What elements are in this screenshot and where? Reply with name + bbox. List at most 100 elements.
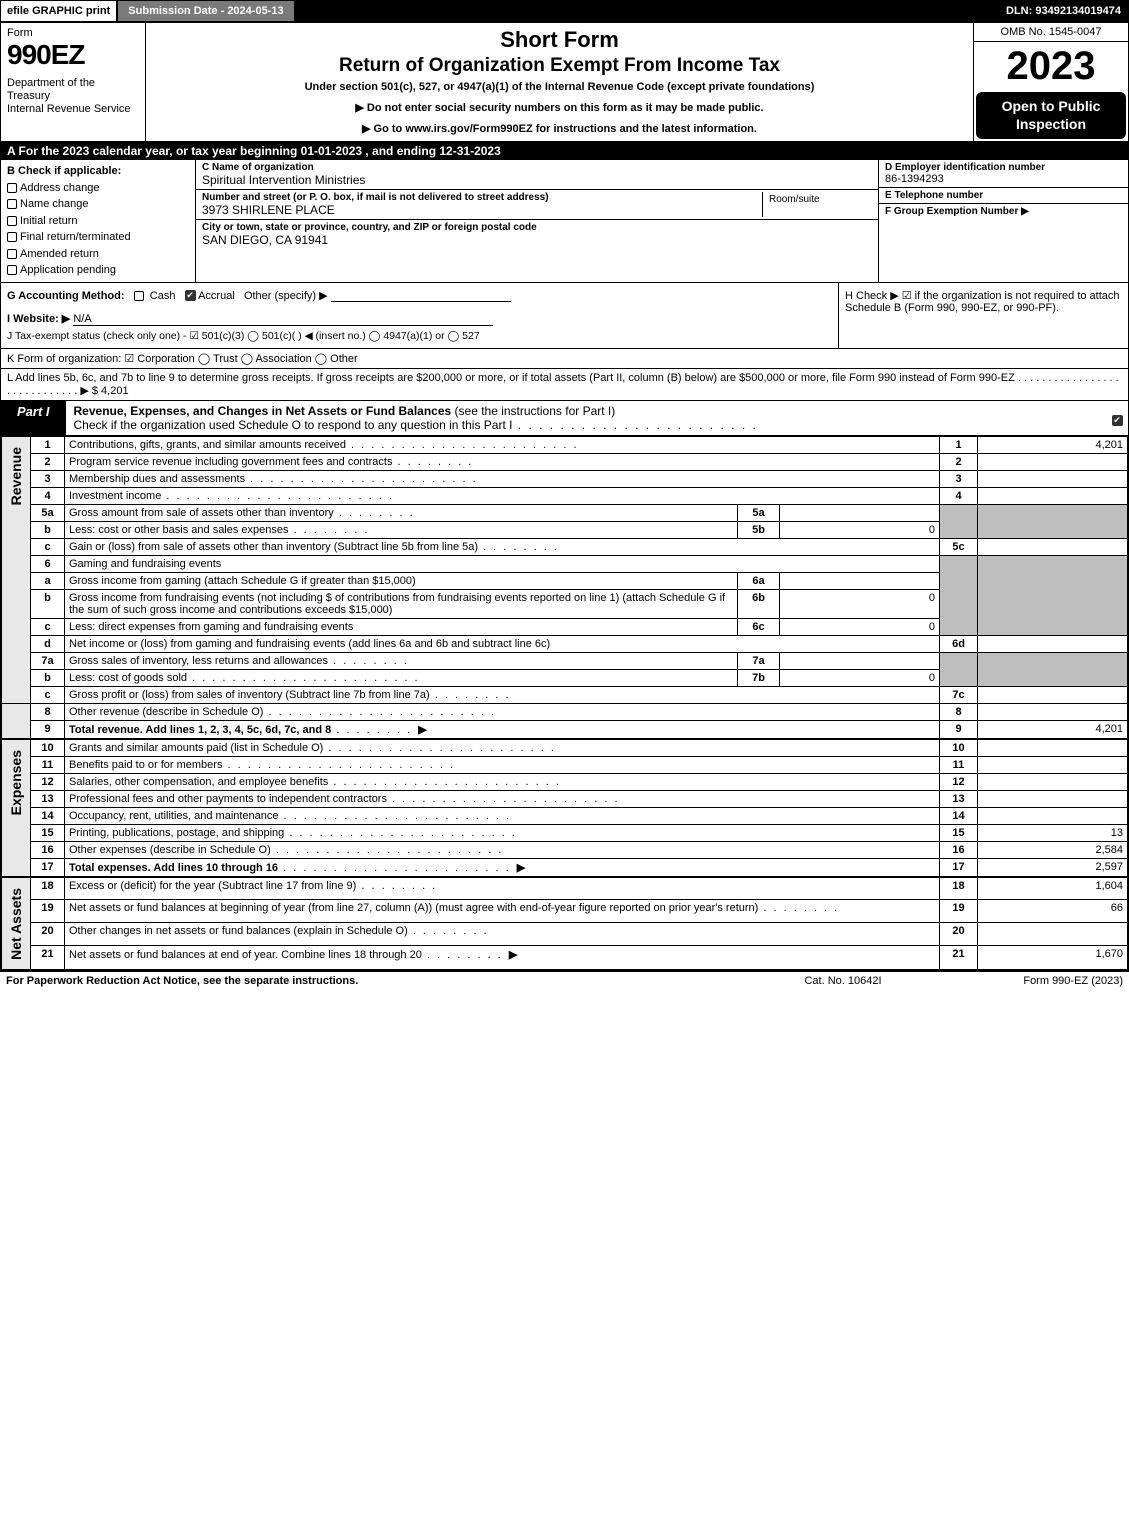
part-1-subline: Check if the organization used Schedule … [74,418,513,432]
line-15-num: 15 [31,824,65,841]
line-9-desc: Total revenue. Add lines 1, 2, 3, 4, 5c,… [69,724,331,736]
line-21-desc: Net assets or fund balances at end of ye… [69,949,422,961]
ein-label: D Employer identification number [885,162,1122,173]
accounting-method: G Accounting Method: Cash ✔ Accrual Othe… [7,289,832,302]
row-l: L Add lines 5b, 6c, and 7b to line 9 to … [1,369,1128,401]
line-17-num: 17 [31,858,65,876]
line-17-desc: Total expenses. Add lines 10 through 16 [69,862,278,874]
line-18-col: 18 [940,877,978,900]
line-6-desc: Gaming and fundraising events [65,555,940,572]
line-18-num: 18 [31,877,65,900]
efile-print-button[interactable]: efile GRAPHIC print [0,0,117,22]
checkbox-address-change[interactable]: Address change [7,180,189,197]
line-21-num: 21 [31,946,65,970]
omb-number: OMB No. 1545-0047 [974,23,1128,42]
checkbox-amended-return[interactable]: Amended return [7,246,189,263]
line-14-num: 14 [31,807,65,824]
row-g-h: G Accounting Method: Cash ✔ Accrual Othe… [1,283,1128,349]
line-13-num: 13 [31,790,65,807]
line-15-val: 13 [978,824,1128,841]
line-10-num: 10 [31,739,65,756]
line-16-val: 2,584 [978,841,1128,858]
line-3-col: 3 [940,470,978,487]
side-label-revenue: Revenue [6,439,26,513]
line-16-num: 16 [31,841,65,858]
line-5a-num: 5a [31,504,65,521]
line-6b-sub: 6b [738,589,780,618]
line-19-col: 19 [940,900,978,923]
line-10-val [978,739,1128,756]
side-label-net-assets: Net Assets [6,880,26,968]
line-2-val [978,453,1128,470]
line-6c-sub: 6c [738,618,780,635]
line-4-num: 4 [31,487,65,504]
checkbox-application-pending[interactable]: Application pending [7,262,189,279]
line-2-col: 2 [940,453,978,470]
revenue-table: Revenue 1 Contributions, gifts, grants, … [1,436,1128,739]
line-9-val: 4,201 [978,720,1128,738]
line-19-num: 19 [31,900,65,923]
line-6d-val [978,635,1128,652]
line-1-val: 4,201 [978,436,1128,453]
line-10-desc: Grants and similar amounts paid (list in… [69,742,323,754]
address-label: Number and street (or P. O. box, if mail… [202,192,762,203]
line-18-val: 1,604 [978,877,1128,900]
city-value: SAN DIEGO, CA 91941 [202,233,872,247]
checkbox-final-return[interactable]: Final return/terminated [7,229,189,246]
line-7c-desc: Gross profit or (loss) from sales of inv… [69,689,430,701]
line-5c-val [978,538,1128,555]
org-name-label: C Name of organization [202,162,872,173]
line-6d-col: 6d [940,635,978,652]
line-4-val [978,487,1128,504]
line-5b-sub: 5b [738,521,780,538]
line-12-val [978,773,1128,790]
line-11-val [978,756,1128,773]
city-label: City or town, state or province, country… [202,222,872,233]
line-18-desc: Excess or (deficit) for the year (Subtra… [69,880,356,892]
expenses-table: Expenses 10 Grants and similar amounts p… [1,739,1128,877]
line-7c-num: c [31,686,65,703]
line-14-desc: Occupancy, rent, utilities, and maintena… [69,810,279,822]
line-14-val [978,807,1128,824]
part-1-checkbox[interactable]: ✔ [1106,401,1128,435]
line-7a-num: 7a [31,652,65,669]
note-link[interactable]: ▶ Go to www.irs.gov/Form990EZ for instru… [154,122,965,135]
net-assets-table: Net Assets 18 Excess or (deficit) for th… [1,877,1128,971]
line-7b-desc: Less: cost of goods sold [69,672,187,684]
line-6c-desc: Less: direct expenses from gaming and fu… [69,621,353,633]
line-6a-desc: Gross income from gaming (attach Schedul… [69,575,416,587]
open-to-public-badge: Open to Public Inspection [976,92,1126,139]
checkbox-name-change[interactable]: Name change [7,196,189,213]
line-13-desc: Professional fees and other payments to … [69,793,387,805]
section-b: B Check if applicable: Address change Na… [1,160,196,282]
line-7b-num: b [31,669,65,686]
tax-year: 2023 [974,42,1128,90]
line-11-desc: Benefits paid to or for members [69,759,222,771]
line-9-col: 9 [940,720,978,738]
footer-left: For Paperwork Reduction Act Notice, see … [6,975,743,987]
line-6b-num: b [31,589,65,618]
line-5c-num: c [31,538,65,555]
telephone-label: E Telephone number [885,190,1122,201]
title-return: Return of Organization Exempt From Incom… [154,55,965,77]
line-13-val [978,790,1128,807]
line-13-col: 13 [940,790,978,807]
line-5b-num: b [31,521,65,538]
line-7a-sub: 7a [738,652,780,669]
line-6b-desc: Gross income from fundraising events (no… [69,592,725,616]
line-11-col: 11 [940,756,978,773]
line-3-val [978,470,1128,487]
footer-form-id: Form 990-EZ (2023) [943,975,1123,987]
line-5c-desc: Gain or (loss) from sale of assets other… [69,541,478,553]
page-footer: For Paperwork Reduction Act Notice, see … [0,971,1129,990]
line-19-desc: Net assets or fund balances at beginning… [69,902,758,914]
line-4-desc: Investment income [69,490,161,502]
line-5b-desc: Less: cost or other basis and sales expe… [69,524,289,536]
line-8-col: 8 [940,703,978,720]
line-20-val [978,923,1128,946]
part-1-tag: Part I [1,401,66,435]
checkbox-initial-return[interactable]: Initial return [7,213,189,230]
line-7b-subval: 0 [780,669,940,686]
line-20-num: 20 [31,923,65,946]
top-bar: efile GRAPHIC print Submission Date - 20… [0,0,1129,22]
